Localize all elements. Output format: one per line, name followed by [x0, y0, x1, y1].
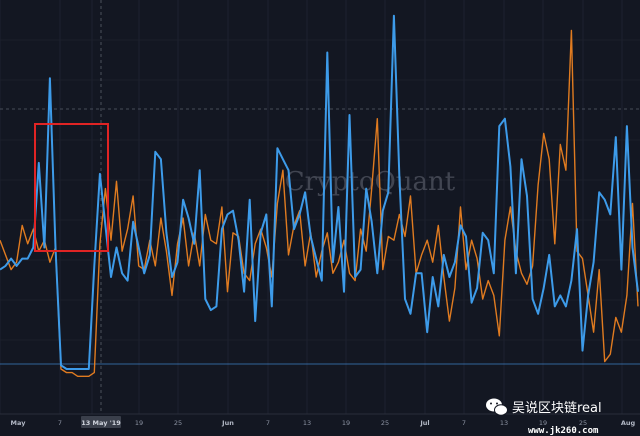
series-line-blue — [0, 14, 639, 370]
x-tick-label: Jul — [419, 419, 429, 427]
x-tick-label: 25 — [579, 419, 587, 427]
x-tick-label: 19 — [539, 419, 547, 427]
x-axis-band — [0, 414, 640, 436]
x-tick-label: Aug — [621, 419, 636, 427]
x-tick-label: 13 — [303, 419, 311, 427]
x-tick-label: 19 — [342, 419, 350, 427]
cursor-label-text: 13 May '19 — [81, 419, 121, 427]
x-tick-label: Jun — [221, 419, 234, 427]
cursor-label-box — [81, 416, 121, 428]
x-tick-label: 19 — [135, 419, 143, 427]
x-tick-label: May — [11, 419, 27, 427]
x-tick-label: 25 — [381, 419, 389, 427]
wechat-icon — [486, 398, 508, 416]
cursor-label: 13 May '19 — [81, 416, 121, 428]
wechat-badge: 吴说区块链real www.jk260.com — [486, 398, 602, 436]
x-axis: May 7 19 25 Jun 7 13 19 25 Jul 7 13 19 25 Aug — [11, 419, 636, 427]
series-layer — [0, 14, 639, 377]
x-tick-label: 7 — [462, 419, 466, 427]
x-tick-label: 7 — [266, 419, 270, 427]
x-tick-label: 7 — [58, 419, 62, 427]
watermark: CryptoQuant — [285, 167, 456, 197]
wechat-badge-subtext: www.jk260.com — [528, 425, 599, 436]
wechat-badge-text: 吴说区块链real — [512, 401, 602, 416]
x-tick-label: 25 — [174, 419, 182, 427]
highlight-box — [34, 123, 109, 252]
x-tick-label: 13 — [500, 419, 508, 427]
